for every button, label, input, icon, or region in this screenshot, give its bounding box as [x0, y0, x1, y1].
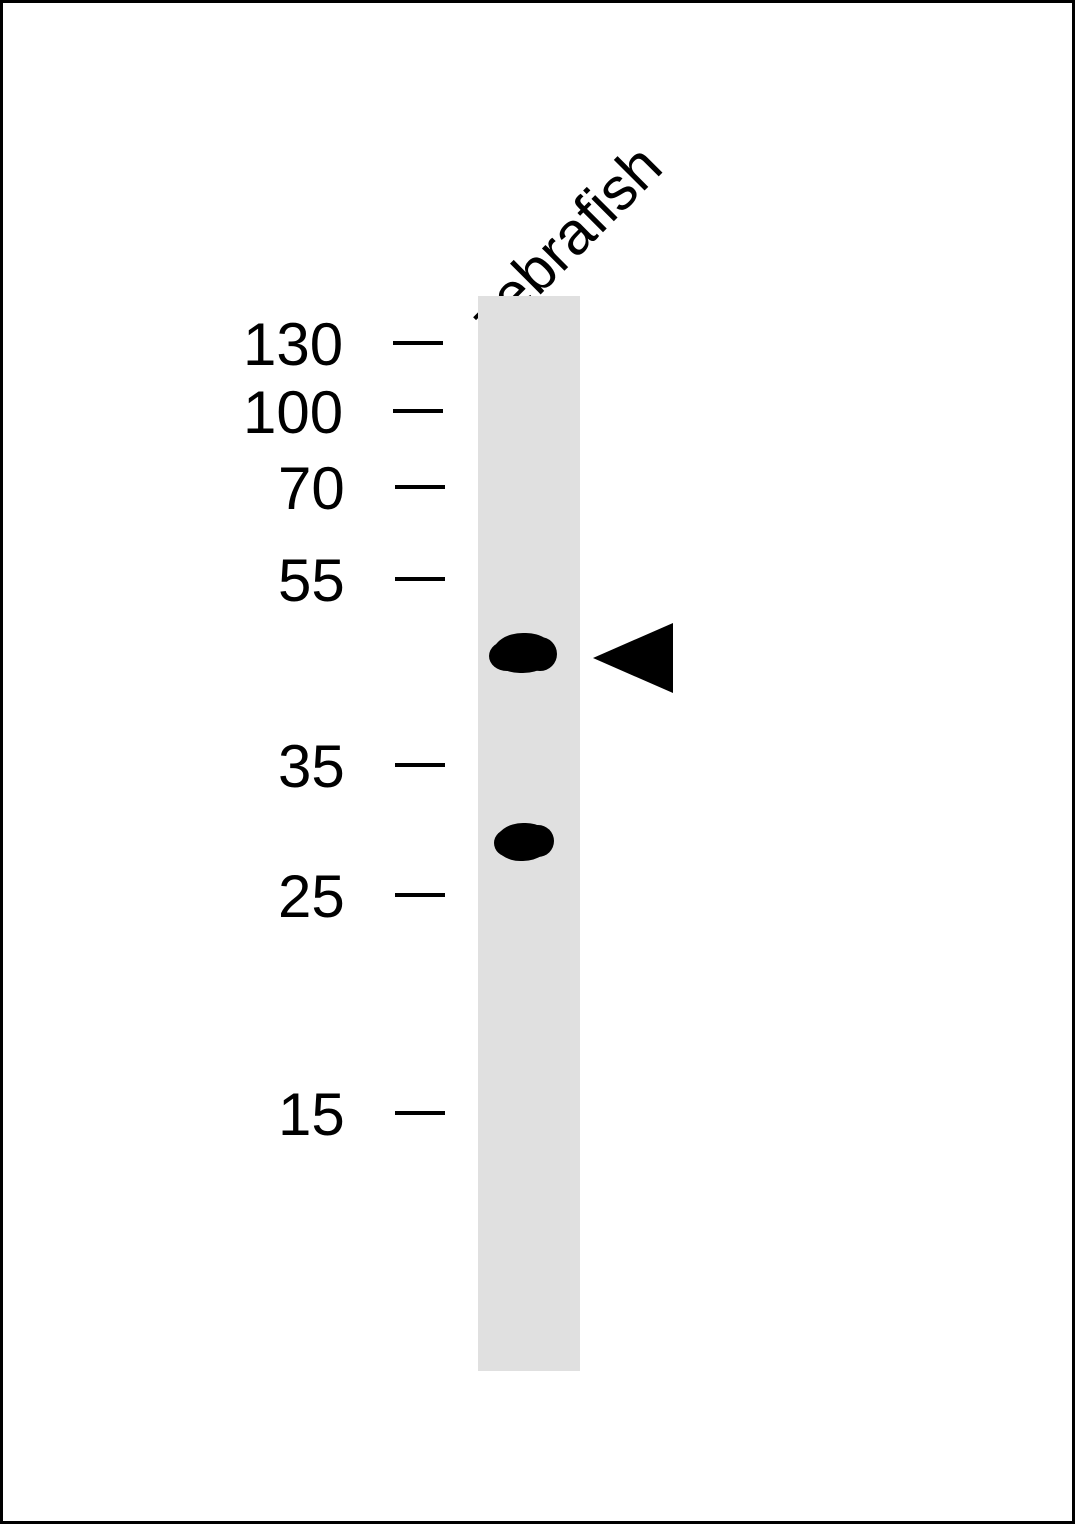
- mw-label: 25: [278, 862, 345, 931]
- mw-tick: [393, 409, 443, 413]
- mw-label: 100: [243, 378, 343, 447]
- mw-tick: [393, 341, 443, 345]
- mw-tick: [395, 485, 445, 489]
- mw-tick: [395, 577, 445, 581]
- mw-tick: [395, 763, 445, 767]
- mw-label: 70: [278, 454, 345, 523]
- mw-label: 35: [278, 732, 345, 801]
- mw-tick: [395, 1111, 445, 1115]
- mw-label: 15: [278, 1080, 345, 1149]
- mw-label: 55: [278, 546, 345, 615]
- plot-area: zebrafish 1301007055352515: [3, 3, 1072, 1521]
- target-arrow-icon: [593, 623, 673, 698]
- blot-frame: zebrafish 1301007055352515: [0, 0, 1075, 1524]
- mw-tick: [395, 893, 445, 897]
- mw-label: 130: [243, 310, 343, 379]
